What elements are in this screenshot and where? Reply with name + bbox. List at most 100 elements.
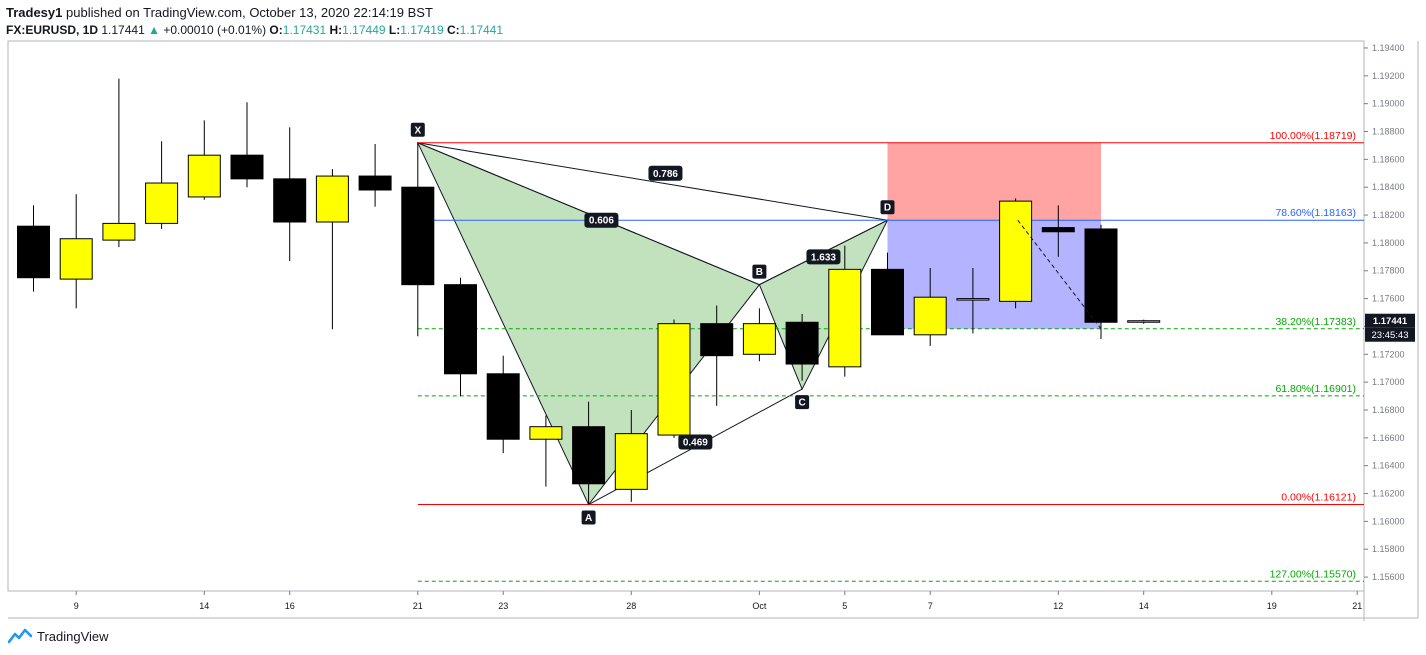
pattern-point-box bbox=[752, 264, 767, 279]
x-tick-label: 21 bbox=[413, 601, 423, 611]
pattern-ratio-box bbox=[678, 434, 713, 450]
tradingview-logo-icon bbox=[8, 628, 32, 644]
fib-level-label: 127.00%(1.15570) bbox=[1270, 568, 1356, 580]
pattern-ratio-label: 0.786 bbox=[653, 169, 678, 180]
pattern-point-box bbox=[880, 200, 895, 215]
pattern-point-label: A bbox=[585, 513, 592, 524]
open-value: 1.17431 bbox=[282, 23, 327, 37]
x-tick-label: 5 bbox=[842, 601, 847, 611]
candle-body bbox=[102, 222, 136, 241]
candle-body bbox=[956, 298, 990, 301]
fib-level-label: 38.20%(1.17383) bbox=[1275, 316, 1356, 328]
y-tick-label: 1.17000 bbox=[1372, 377, 1405, 387]
pattern-point-label: X bbox=[414, 125, 421, 136]
last-price-label: 1.17441 bbox=[1373, 316, 1408, 327]
stop-loss-zone bbox=[887, 142, 1101, 221]
candle-body bbox=[828, 268, 862, 368]
candle-body bbox=[742, 323, 776, 355]
pattern-ratio-box bbox=[584, 212, 619, 228]
y-tick-label: 1.19400 bbox=[1372, 43, 1405, 53]
pattern-ratio-box bbox=[648, 165, 683, 181]
projection-line bbox=[1017, 219, 1102, 330]
y-tick-label: 1.18600 bbox=[1372, 154, 1405, 164]
pattern-ratio-label: 1.633 bbox=[811, 252, 836, 263]
candle-body bbox=[17, 225, 50, 279]
x-tick-label: 12 bbox=[1053, 601, 1063, 611]
candle-body bbox=[59, 238, 93, 280]
open-label: O: bbox=[269, 23, 283, 37]
price-chart[interactable]: 100.00%(1.18719) 78.60%(1.18163) 38.20%(1.… bbox=[0, 0, 1426, 622]
high-value: 1.17449 bbox=[342, 23, 386, 37]
close-label: C: bbox=[446, 23, 460, 37]
y-tick-label: 1.19200 bbox=[1372, 71, 1405, 81]
candle-body bbox=[230, 154, 264, 180]
pattern-ratio-label: 0.469 bbox=[683, 438, 708, 449]
countdown-label: 23:45:43 bbox=[1372, 330, 1409, 341]
y-tick-label: 1.18200 bbox=[1372, 210, 1405, 220]
y-tick-label: 1.17600 bbox=[1372, 294, 1405, 304]
x-tick-label: 14 bbox=[1139, 601, 1149, 611]
x-tick-label: 21 bbox=[1352, 601, 1362, 611]
candle-body bbox=[785, 321, 819, 365]
fib-level-label: 100.00%(1.18719) bbox=[1270, 130, 1356, 142]
pattern-point-label: C bbox=[798, 398, 805, 409]
high-label: H: bbox=[329, 23, 343, 37]
candle-body bbox=[614, 433, 648, 490]
candle-body bbox=[315, 175, 349, 223]
candle-body bbox=[700, 323, 734, 357]
price-change: +0.00010 (+0.01%) bbox=[163, 23, 267, 37]
countdown-badge bbox=[1365, 327, 1415, 342]
x-tick-label: 28 bbox=[626, 601, 636, 611]
candle-body bbox=[529, 426, 563, 440]
y-tick-label: 1.16400 bbox=[1372, 461, 1405, 471]
x-tick-label: 9 bbox=[74, 601, 79, 611]
pattern-point-label: D bbox=[884, 203, 891, 214]
y-tick-label: 1.17200 bbox=[1372, 349, 1405, 359]
candle-body bbox=[999, 200, 1033, 302]
low-value: 1.17419 bbox=[400, 23, 444, 37]
pattern-ratio-box bbox=[806, 249, 841, 265]
low-label: L: bbox=[388, 23, 401, 37]
y-tick-label: 1.16000 bbox=[1372, 516, 1405, 526]
published-text: published on TradingView.com, October 13… bbox=[66, 5, 433, 20]
y-tick-label: 1.16800 bbox=[1372, 405, 1405, 415]
y-tick-label: 1.17800 bbox=[1372, 266, 1405, 276]
x-tick-label: 16 bbox=[285, 601, 295, 611]
close-value: 1.17441 bbox=[459, 23, 504, 37]
y-tick-label: 1.18000 bbox=[1372, 238, 1405, 248]
pattern-point-box bbox=[795, 395, 810, 410]
candle-body bbox=[486, 373, 520, 440]
candle-body bbox=[1084, 228, 1118, 323]
fib-level-label: 0.00%(1.16121) bbox=[1281, 492, 1356, 504]
candle-body bbox=[1127, 320, 1161, 323]
footer-brand: TradingView bbox=[37, 628, 109, 644]
pattern-leg-xd bbox=[417, 142, 888, 221]
y-tick-label: 1.16600 bbox=[1372, 433, 1405, 443]
author-name[interactable]: Tradesy1 bbox=[6, 5, 63, 20]
x-tick-label: Oct bbox=[752, 601, 767, 611]
pattern-point-box bbox=[581, 510, 596, 525]
candle-body bbox=[913, 296, 947, 336]
fib-level-label: 61.80%(1.16901) bbox=[1275, 383, 1356, 395]
x-tick-label: 19 bbox=[1267, 601, 1277, 611]
candle-body bbox=[358, 175, 392, 191]
tradingview-footer[interactable]: TradingView bbox=[8, 628, 109, 644]
y-tick-label: 1.18400 bbox=[1372, 182, 1405, 192]
pattern-point-label: B bbox=[756, 267, 763, 278]
candle-body bbox=[657, 323, 691, 436]
triangle-up-icon: ▲ bbox=[148, 23, 160, 37]
x-tick-label: 23 bbox=[498, 601, 508, 611]
x-tick-label: 7 bbox=[928, 601, 933, 611]
candle-body bbox=[273, 178, 307, 223]
symbol-name[interactable]: FX:EURUSD, 1D bbox=[6, 23, 99, 37]
candle-body bbox=[401, 186, 435, 286]
candle-body bbox=[187, 154, 221, 198]
y-tick-label: 1.19000 bbox=[1372, 99, 1405, 109]
last-price-badge bbox=[1365, 313, 1415, 328]
x-tick-label: 14 bbox=[199, 601, 209, 611]
published-line: Tradesy1 published on TradingView.com, O… bbox=[6, 5, 433, 20]
candle-body bbox=[871, 268, 904, 336]
y-tick-label: 1.15600 bbox=[1372, 572, 1405, 582]
symbol-line: FX:EURUSD, 1D 1.17441 ▲ +0.00010 (+0.01%… bbox=[6, 23, 503, 37]
y-tick-label: 1.18800 bbox=[1372, 127, 1405, 137]
